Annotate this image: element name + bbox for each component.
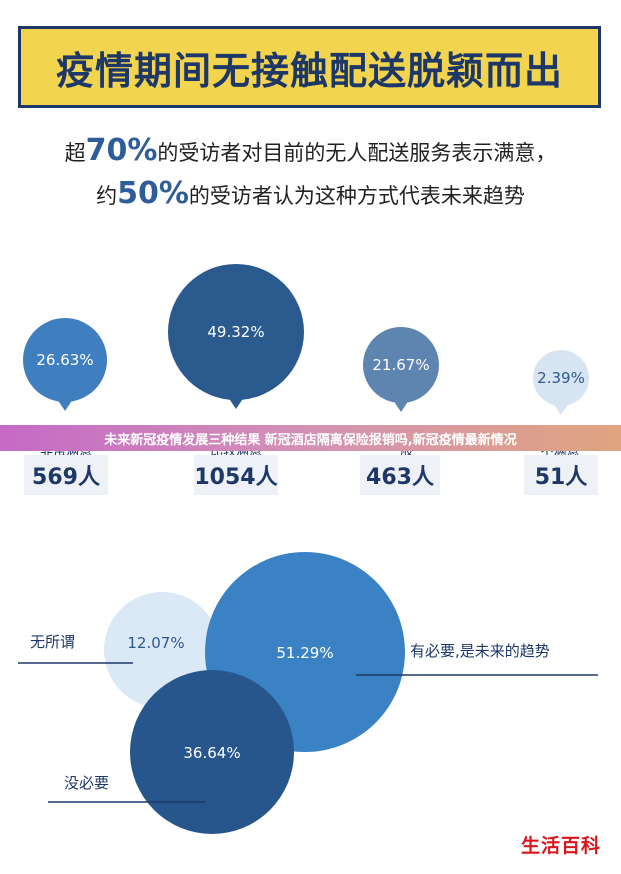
- venn-category-trend: 有必要,是未来的趋势: [410, 642, 550, 660]
- bubble-label-very-satisfied: 26.63%: [36, 351, 94, 369]
- count-neutral: 463人: [360, 455, 440, 495]
- subtitle-2-suffix: 的受访者认为这种方式代表未来趋势: [188, 184, 525, 208]
- count-very-satisfied: 569人: [24, 455, 108, 495]
- subtitle-1-suffix: 的受访者对目前的无人配送服务表示满意，: [157, 141, 557, 165]
- subtitle-2-percent: 50%: [117, 176, 189, 211]
- venn-category-indifferent: 无所谓: [30, 633, 75, 651]
- venn-percent-indifferent: 12.07%: [127, 634, 184, 652]
- venn-category-unnecessary: 没必要: [64, 774, 109, 792]
- subtitle-line-1: 超70%的受访者对目前的无人配送服务表示满意，: [0, 133, 621, 168]
- count-dissatisfied: 51人: [524, 455, 598, 495]
- bubble-neutral: 21.67%: [363, 327, 439, 412]
- subtitle-1-percent: 70%: [85, 133, 158, 168]
- bubble-label-dissatisfied: 2.39%: [537, 369, 585, 387]
- bubble-very-satisfied: 26.63%: [23, 318, 107, 411]
- bubble-dissatisfied: 2.39%: [533, 350, 589, 415]
- bubble-label-neutral: 21.67%: [372, 356, 430, 374]
- bubble-label-satisfied: 49.32%: [207, 323, 265, 341]
- watermark: 生活百科: [520, 835, 601, 857]
- subtitle-2-prefix: 约: [96, 184, 118, 208]
- bubble-satisfied: 49.32%: [168, 264, 304, 409]
- title-banner: 疫情期间无接触配送脱颖而出: [18, 26, 601, 108]
- subtitle-1-prefix: 超: [64, 141, 86, 165]
- count-satisfied: 1054人: [194, 455, 278, 495]
- venn-percent-trend: 51.29%: [276, 644, 333, 662]
- venn-circle-unnecessary: [130, 670, 294, 834]
- venn-chart: 无所谓 有必要,是未来的趋势 没必要 12.07% 51.29% 36.64%: [18, 552, 598, 834]
- overlay-banner: 未来新冠疫情发展三种结果 新冠酒店隔离保险报销吗,新冠疫情最新情况: [0, 425, 621, 451]
- venn-percent-unnecessary: 36.64%: [183, 744, 240, 762]
- subtitle-line-2: 约50%的受访者认为这种方式代表未来趋势: [0, 176, 621, 211]
- page-title: 疫情期间无接触配送脱颖而出: [55, 48, 563, 93]
